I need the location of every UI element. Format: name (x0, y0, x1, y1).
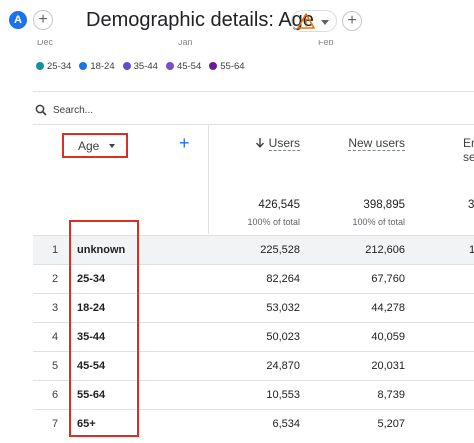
row-age[interactable]: 55-64 (77, 389, 106, 401)
search-icon (35, 104, 47, 116)
legend-dot (79, 62, 88, 70)
row-age[interactable]: 18-24 (77, 302, 106, 314)
table-row[interactable]: 6 55-64 10,553 8,739 (33, 380, 474, 409)
legend-label: 45-54 (176, 60, 202, 72)
row-age[interactable]: 35-44 (77, 331, 106, 343)
table-row[interactable]: 2 25-34 82,264 67,760 (33, 264, 474, 293)
add-comparison-button[interactable]: + (33, 10, 53, 30)
column-header-label: se (463, 150, 474, 164)
section-divider (33, 91, 474, 92)
arrow-down-icon (255, 138, 264, 148)
legend-label: 18-24 (90, 60, 115, 72)
row-age[interactable]: 25-34 (77, 273, 106, 285)
table-row[interactable]: 3 18-24 53,032 44,278 (33, 293, 474, 322)
legend-dot (165, 62, 174, 70)
row-new-users: 44,278 (371, 302, 405, 314)
search-placeholder: Search... (53, 104, 94, 116)
column-header-label: Users (268, 136, 300, 151)
legend-label: 35-44 (133, 60, 158, 72)
dimension-label: Age (78, 139, 100, 153)
row-index: 5 (52, 360, 59, 372)
row-new-users: 20,031 (371, 360, 405, 372)
column-header-label: New users (348, 136, 405, 151)
total-users: 426,545 (258, 199, 300, 211)
row-users: 50,023 (266, 331, 300, 343)
table-body: 1 unknown 225,528 212,606 1 2 25-34 82,2… (33, 235, 474, 438)
row-users: 6,534 (272, 418, 300, 430)
column-header-users[interactable]: Users (255, 136, 300, 151)
row-index: 2 (52, 273, 59, 285)
row-index: 4 (52, 331, 59, 343)
chart-axis-label: Feb (318, 40, 334, 47)
chart-legend: 25-34 18-24 35-44 45-54 55-64 (36, 60, 245, 72)
legend-item[interactable]: 18-24 (79, 60, 115, 72)
legend-item[interactable]: 45-54 (165, 60, 202, 72)
row-new-users: 8,739 (377, 389, 405, 401)
row-users: 24,870 (266, 360, 300, 372)
row-index: 1 (52, 244, 59, 256)
chevron-down-icon (321, 20, 329, 25)
table-search[interactable]: Search... (35, 102, 93, 118)
row-index: 6 (52, 389, 59, 401)
caret-down-icon (109, 144, 115, 148)
row-users: 53,032 (266, 302, 300, 314)
column-header-truncated[interactable]: Er se (463, 136, 474, 164)
total-users-pct: 100% of total (247, 217, 300, 227)
column-header-label: Er (463, 136, 474, 150)
row-users: 82,264 (266, 273, 300, 285)
legend-label: 55-64 (220, 60, 245, 72)
row-age[interactable]: 65+ (77, 418, 96, 430)
dimension-selector[interactable]: Age (62, 133, 128, 158)
chart-axis-label: Jan (178, 40, 193, 47)
row-users: 225,528 (260, 244, 300, 256)
column-header-new-users[interactable]: New users (348, 136, 405, 151)
legend-item[interactable]: 35-44 (122, 60, 158, 72)
legend-label: 25-34 (47, 60, 72, 72)
row-age[interactable]: unknown (77, 244, 126, 256)
data-quality-chip[interactable] (291, 10, 337, 32)
legend-dot (36, 62, 44, 70)
row-users: 10,553 (266, 389, 300, 401)
total-truncated: 3 (468, 199, 474, 211)
table-row[interactable]: 1 unknown 225,528 212,606 1 (33, 235, 474, 264)
chart-axis-label: Dec (37, 40, 54, 47)
row-new-users: 67,760 (371, 273, 405, 285)
row-index: 3 (52, 302, 59, 314)
add-dimension-button[interactable]: + (179, 133, 190, 153)
legend-dot (122, 62, 131, 70)
page-title: Demographic details: Age (86, 9, 314, 31)
table-row[interactable]: 5 45-54 24,870 20,031 (33, 351, 474, 380)
table-header-divider (33, 124, 474, 125)
column-separator (208, 124, 209, 234)
add-card-button[interactable]: + (342, 11, 362, 31)
table-row[interactable]: 4 35-44 50,023 40,059 (33, 322, 474, 351)
row-age[interactable]: 45-54 (77, 360, 106, 372)
report-header: A + Demographic details: Age + (0, 0, 474, 40)
row-new-users: 40,059 (371, 331, 405, 343)
row-index: 7 (52, 418, 59, 430)
account-avatar[interactable]: A (9, 11, 27, 29)
row-truncated: 1 (469, 244, 474, 256)
row-new-users: 212,606 (365, 244, 405, 256)
row-new-users: 5,207 (377, 418, 405, 430)
legend-dot (209, 62, 218, 70)
total-new-users: 398,895 (363, 199, 405, 211)
table-row[interactable]: 7 65+ 6,534 5,207 (33, 409, 474, 438)
legend-item[interactable]: 25-34 (36, 60, 71, 72)
warning-icon (297, 13, 315, 29)
legend-item[interactable]: 55-64 (209, 60, 245, 72)
total-new-users-pct: 100% of total (352, 217, 405, 227)
